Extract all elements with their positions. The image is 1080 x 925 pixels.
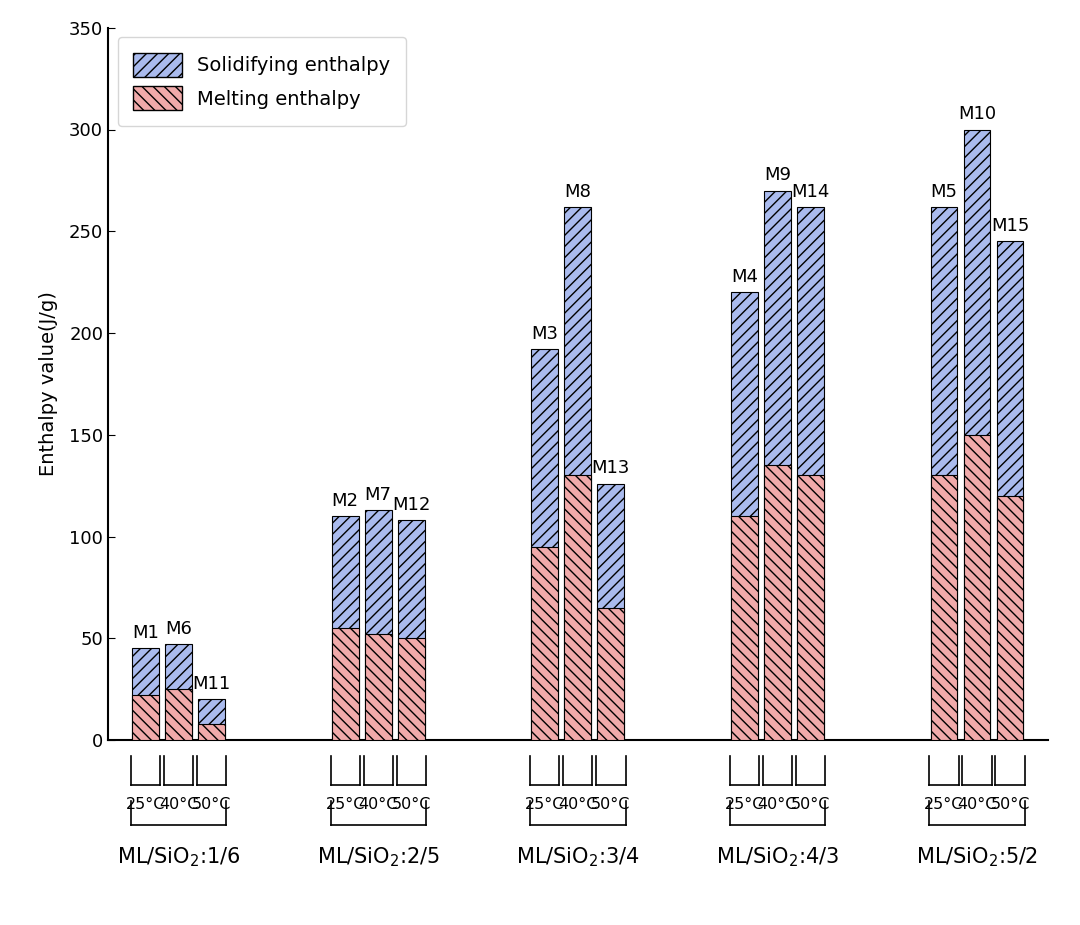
Text: 40°C: 40°C <box>558 797 597 812</box>
Bar <box>931 475 957 740</box>
Bar <box>397 520 424 740</box>
Text: 50°C: 50°C <box>591 797 631 812</box>
Bar <box>365 635 392 740</box>
Bar <box>365 510 392 740</box>
Text: M11: M11 <box>192 675 231 693</box>
Text: 40°C: 40°C <box>159 797 199 812</box>
Text: 50°C: 50°C <box>392 797 431 812</box>
Text: 40°C: 40°C <box>957 797 997 812</box>
Text: M14: M14 <box>792 183 829 201</box>
Text: M12: M12 <box>392 496 431 514</box>
Text: M9: M9 <box>764 166 791 184</box>
Text: 50°C: 50°C <box>791 797 831 812</box>
Bar <box>565 207 591 740</box>
Bar <box>797 207 824 740</box>
Text: M6: M6 <box>165 621 192 638</box>
Bar <box>332 516 359 740</box>
Text: 25°C: 25°C <box>325 797 365 812</box>
Legend: Solidifying enthalpy, Melting enthalpy: Solidifying enthalpy, Melting enthalpy <box>118 38 406 126</box>
Text: M5: M5 <box>931 183 958 201</box>
Text: 40°C: 40°C <box>359 797 397 812</box>
Bar <box>931 207 957 740</box>
Bar <box>132 696 159 740</box>
Text: M1: M1 <box>132 624 159 642</box>
Bar <box>963 435 990 740</box>
Bar <box>531 350 558 740</box>
Text: 25°C: 25°C <box>525 797 565 812</box>
Bar <box>597 484 624 740</box>
Bar <box>165 689 192 740</box>
Text: 25°C: 25°C <box>924 797 963 812</box>
Bar <box>565 475 591 740</box>
Bar <box>731 516 758 740</box>
Bar <box>997 241 1024 740</box>
Bar <box>132 648 159 740</box>
Text: M3: M3 <box>531 326 558 343</box>
Text: 50°C: 50°C <box>192 797 231 812</box>
Bar <box>199 723 225 740</box>
Text: 50°C: 50°C <box>990 797 1029 812</box>
Y-axis label: Enthalpy value(J/g): Enthalpy value(J/g) <box>39 291 57 476</box>
Bar <box>597 608 624 740</box>
Text: ML/SiO$_2$:5/2: ML/SiO$_2$:5/2 <box>916 845 1038 870</box>
Text: 40°C: 40°C <box>758 797 797 812</box>
Text: ML/SiO$_2$:2/5: ML/SiO$_2$:2/5 <box>316 845 440 870</box>
Bar <box>731 292 758 740</box>
Text: M4: M4 <box>731 268 758 286</box>
Text: 25°C: 25°C <box>126 797 165 812</box>
Bar <box>332 628 359 740</box>
Bar <box>397 638 424 740</box>
Text: 25°C: 25°C <box>725 797 764 812</box>
Text: M8: M8 <box>565 183 591 201</box>
Text: ML/SiO$_2$:3/4: ML/SiO$_2$:3/4 <box>516 845 639 870</box>
Text: M15: M15 <box>990 217 1029 235</box>
Bar <box>199 699 225 740</box>
Bar <box>764 465 791 740</box>
Text: M2: M2 <box>332 492 359 510</box>
Bar <box>963 130 990 740</box>
Bar <box>797 475 824 740</box>
Bar <box>997 496 1024 740</box>
Bar <box>764 191 791 740</box>
Bar <box>531 547 558 740</box>
Text: ML/SiO$_2$:1/6: ML/SiO$_2$:1/6 <box>117 845 241 870</box>
Text: M7: M7 <box>365 486 392 504</box>
Text: ML/SiO$_2$:4/3: ML/SiO$_2$:4/3 <box>716 845 839 870</box>
Text: M10: M10 <box>958 105 996 123</box>
Text: M13: M13 <box>592 460 630 477</box>
Bar <box>165 645 192 740</box>
